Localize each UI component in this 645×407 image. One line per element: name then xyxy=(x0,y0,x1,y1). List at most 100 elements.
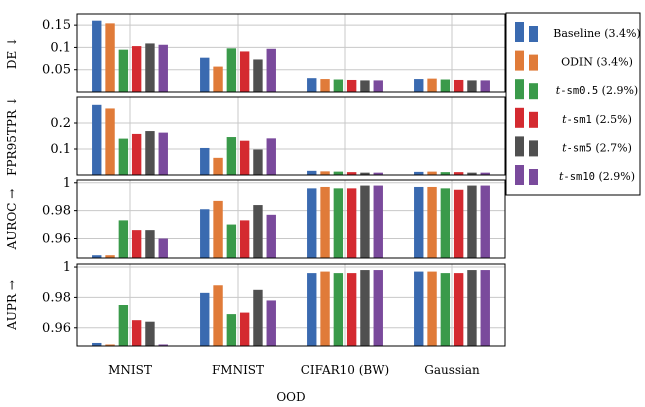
bar-gaussian-series-1 xyxy=(414,271,424,346)
bar-cifar10-bw--series-2 xyxy=(320,171,330,175)
bar-fmnist-series-6 xyxy=(266,138,276,175)
bar-cifar10-bw--series-3 xyxy=(333,188,344,258)
legend-label: t-sm0.5 (2.9%) xyxy=(556,84,638,97)
bar-mnist-series-3 xyxy=(118,138,129,175)
bar-fmnist-series-6 xyxy=(266,48,276,92)
bar-mnist-series-5 xyxy=(145,131,155,175)
legend-swatch xyxy=(529,26,538,42)
bar-mnist-series-4 xyxy=(131,230,142,258)
bar-mnist-series-6 xyxy=(158,344,168,346)
legend-swatch xyxy=(515,136,524,157)
bar-cifar10-bw--series-1 xyxy=(307,170,317,175)
legend-swatch xyxy=(515,165,524,185)
y-tick-label: 0.98 xyxy=(42,204,71,219)
bar-cifar10-bw--series-3 xyxy=(333,79,344,92)
bar-mnist-series-2 xyxy=(105,23,115,92)
bar-mnist-series-4 xyxy=(131,320,142,346)
bar-mnist-series-2 xyxy=(105,255,115,258)
bar-gaussian-series-6 xyxy=(480,270,490,346)
bar-gaussian-series-4 xyxy=(453,172,464,175)
legend-label: t-sm1 (2.5%) xyxy=(562,113,632,126)
bar-fmnist-series-2 xyxy=(213,66,223,92)
bar-fmnist-series-3 xyxy=(226,224,237,258)
y-tick-label: 0.96 xyxy=(42,232,71,247)
y-axis-label: AUROC → xyxy=(5,189,19,251)
legend-label: Baseline (3.4%) xyxy=(553,27,640,40)
bar-mnist-series-6 xyxy=(158,44,168,92)
bar-mnist-series-3 xyxy=(118,305,129,346)
bar-gaussian-series-5 xyxy=(467,270,477,346)
chart-panels: 0.05 0.1 0.15 DE ↓ 0.1 0.2 FPR95TPR ↓ 0.96 0.98 1… xyxy=(5,13,506,347)
bar-cifar10-bw--series-6 xyxy=(373,172,383,175)
bar-mnist-series-2 xyxy=(105,108,115,175)
bar-fmnist-series-3 xyxy=(226,314,237,346)
bar-gaussian-series-5 xyxy=(467,80,477,92)
y-tick-label: 1 xyxy=(63,176,71,191)
bar-gaussian-series-2 xyxy=(427,78,437,92)
legend-swatch xyxy=(529,169,538,185)
bar-mnist-series-3 xyxy=(118,49,129,92)
bar-mnist-series-5 xyxy=(145,230,155,258)
bar-gaussian-series-1 xyxy=(414,171,424,175)
panel-frame xyxy=(76,96,506,176)
bar-cifar10-bw--series-5 xyxy=(360,80,370,92)
y-tick-label: 1 xyxy=(63,260,71,275)
y-tick-label: 0.1 xyxy=(50,142,71,157)
bar-cifar10-bw--series-5 xyxy=(360,270,370,346)
bar-fmnist-series-6 xyxy=(266,214,276,258)
bar-cifar10-bw--series-3 xyxy=(333,171,344,175)
bar-mnist-series-1 xyxy=(92,104,102,175)
bar-gaussian-series-3 xyxy=(440,188,451,258)
bar-fmnist-series-5 xyxy=(253,59,263,92)
bar-fmnist-series-2 xyxy=(213,200,223,258)
legend-swatch xyxy=(529,83,538,100)
bar-cifar10-bw--series-2 xyxy=(320,271,330,346)
bar-fmnist-series-4 xyxy=(239,140,250,175)
bar-gaussian-series-3 xyxy=(440,273,451,346)
bar-cifar10-bw--series-2 xyxy=(320,79,330,92)
legend-frame xyxy=(505,12,641,196)
bar-gaussian-series-6 xyxy=(480,80,490,92)
legend: Baseline (3.4%) ODIN (3.4%) t-sm0.5 (2.9%)… xyxy=(505,12,641,196)
panel-2: 0.1 0.2 FPR95TPR ↓ xyxy=(5,96,506,176)
bar-fmnist-series-1 xyxy=(200,292,210,346)
bar-mnist-series-4 xyxy=(131,46,142,92)
legend-swatch xyxy=(529,140,538,157)
bar-fmnist-series-4 xyxy=(239,220,250,258)
legend-swatch xyxy=(529,111,538,128)
bar-gaussian-series-5 xyxy=(467,185,477,258)
bar-mnist-series-1 xyxy=(92,342,102,346)
bar-gaussian-series-1 xyxy=(414,79,424,92)
bar-cifar10-bw--series-4 xyxy=(346,273,357,346)
bar-gaussian-series-2 xyxy=(427,171,437,175)
bar-fmnist-series-2 xyxy=(213,285,223,346)
legend-label: t-sm5 (2.7%) xyxy=(562,141,632,154)
bar-gaussian-series-6 xyxy=(480,172,490,175)
bar-cifar10-bw--series-5 xyxy=(360,172,370,175)
bar-cifar10-bw--series-2 xyxy=(320,186,330,258)
bar-gaussian-series-5 xyxy=(467,172,477,175)
bar-gaussian-series-2 xyxy=(427,186,437,258)
bar-fmnist-series-5 xyxy=(253,289,263,346)
bar-mnist-series-1 xyxy=(92,255,102,258)
bar-cifar10-bw--series-6 xyxy=(373,270,383,346)
bar-fmnist-series-3 xyxy=(226,137,237,175)
bar-mnist-series-5 xyxy=(145,43,155,92)
panel-3: 0.96 0.98 1 AUROC → xyxy=(5,176,506,259)
x-category-label: CIFAR10 (BW) xyxy=(301,363,390,377)
y-tick-label: 0.2 xyxy=(50,116,71,131)
bar-mnist-series-1 xyxy=(92,20,102,92)
panel-frame xyxy=(76,13,506,93)
legend-swatch xyxy=(515,107,524,128)
bar-gaussian-series-2 xyxy=(427,271,437,346)
panel-4: 0.96 0.98 1 AUPR → xyxy=(5,260,506,347)
y-tick-label: 0.05 xyxy=(42,63,71,78)
bar-mnist-series-3 xyxy=(118,220,129,258)
y-axis-label: AUPR → xyxy=(5,280,19,331)
bar-fmnist-series-5 xyxy=(253,205,263,258)
bar-cifar10-bw--series-3 xyxy=(333,273,344,346)
bar-cifar10-bw--series-4 xyxy=(346,172,357,175)
legend-swatch xyxy=(529,54,538,71)
panel-frame xyxy=(76,179,506,259)
bar-gaussian-series-3 xyxy=(440,79,451,92)
